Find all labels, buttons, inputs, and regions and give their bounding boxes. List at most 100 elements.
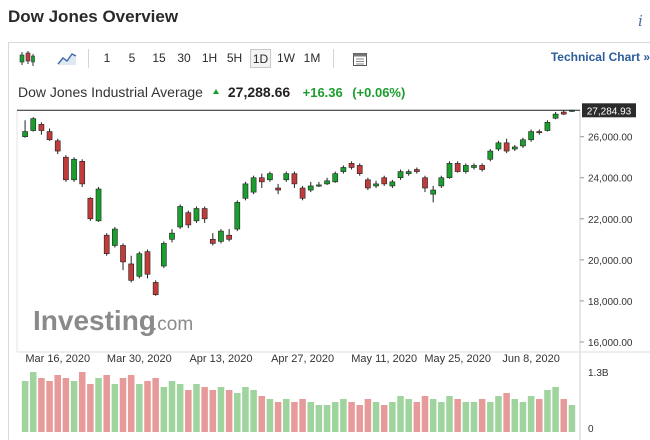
candle-body <box>144 251 151 275</box>
x-tick-label: Apr 13, 2020 <box>189 353 252 365</box>
volume-bar <box>421 396 429 432</box>
toolbar-divider <box>333 49 334 68</box>
candle-body <box>95 188 102 222</box>
candle-body <box>201 208 208 220</box>
candle-body <box>462 165 469 172</box>
volume-bar <box>511 399 519 432</box>
candle-body <box>267 173 273 181</box>
volume-bar <box>405 399 412 432</box>
candle-body <box>544 122 551 131</box>
volume-bar <box>185 390 192 432</box>
interval-1[interactable]: 1 <box>103 51 111 65</box>
candles <box>22 109 575 296</box>
candle-body <box>356 165 363 174</box>
x-tick-label: Apr 27, 2020 <box>271 353 334 365</box>
candle-body <box>193 208 200 222</box>
volume-bar <box>495 396 502 432</box>
quote-row: Dow Jones Industrial Average 27,288.66 +… <box>18 84 410 104</box>
volume-bar <box>176 384 184 432</box>
interval-5[interactable]: 5 <box>128 51 136 65</box>
candle-body <box>79 161 86 185</box>
volume-bar <box>323 405 331 432</box>
volume-bar <box>397 396 404 432</box>
volume-bar <box>225 390 233 432</box>
volume-bar <box>95 378 102 432</box>
volume-bar <box>519 402 527 432</box>
interval-1h[interactable]: 1H <box>201 51 218 65</box>
volume-bar <box>462 402 470 432</box>
interval-1w[interactable]: 1W <box>277 51 295 65</box>
candle-body <box>152 282 159 296</box>
volume-tick-label: 1.3B <box>588 368 609 379</box>
candle-body <box>38 124 45 131</box>
interval-15[interactable]: 15 <box>152 51 166 65</box>
candle-body <box>430 189 436 195</box>
volume-bar <box>209 390 217 432</box>
candle-body <box>226 234 232 240</box>
last-price: 27,288.66 <box>227 84 291 100</box>
interval-1d[interactable]: 1D <box>250 49 271 68</box>
candle-body <box>560 111 567 115</box>
interval-1m[interactable]: 1M <box>303 51 321 65</box>
volume-bar <box>299 399 306 432</box>
volume-bar <box>29 372 37 432</box>
volume-bar <box>568 405 576 432</box>
instrument-name: Dow Jones Industrial Average <box>18 84 203 100</box>
candle-body <box>209 239 216 244</box>
candle-body <box>454 163 461 172</box>
volume-bar <box>372 402 380 432</box>
volume-bar <box>389 402 396 432</box>
volume-bar <box>291 402 298 432</box>
candle-body <box>528 131 534 141</box>
volume-bar <box>478 399 486 432</box>
candle-body <box>348 163 355 168</box>
volume-bar <box>380 405 388 432</box>
interval-5h[interactable]: 5H <box>226 51 243 65</box>
candle-body <box>30 118 37 131</box>
candle-body <box>536 131 543 134</box>
volume-bar <box>266 399 274 432</box>
candlestick-icon[interactable] <box>16 49 38 68</box>
candle-body <box>177 206 183 228</box>
volume-bar <box>364 399 372 432</box>
candle-body <box>242 183 249 199</box>
volume-bar <box>536 399 543 432</box>
volume-bar <box>438 402 445 432</box>
volume-bar <box>242 387 249 432</box>
volume-bar <box>54 375 61 432</box>
technical-chart-label: Technical Chart <box>550 50 640 64</box>
volume-bar <box>144 381 151 432</box>
current-price-tag <box>582 103 636 118</box>
x-tick-label: Jun 8, 2020 <box>502 353 560 365</box>
calendar-icon[interactable] <box>351 49 369 68</box>
volume-bar <box>46 381 53 432</box>
candle-body <box>340 167 347 172</box>
volume-bar <box>487 402 494 432</box>
info-icon[interactable]: i <box>638 12 643 30</box>
volume-bar <box>560 399 568 432</box>
candle-body <box>552 113 559 119</box>
candle-body <box>520 139 526 147</box>
volume-bar <box>127 375 135 432</box>
candle-body <box>22 131 28 137</box>
candle-body <box>373 183 379 187</box>
volume-bar <box>160 387 168 432</box>
technical-chart-link[interactable]: Technical Chart » <box>551 50 650 64</box>
volume-bar <box>168 381 176 432</box>
candle-body <box>479 165 485 170</box>
y-tick-label: 22,000.00 <box>588 215 633 226</box>
chart-toolbar: 1 5 15 30 1H 5H 1D 1W 1M Technical Chart… <box>8 43 650 73</box>
line-chart-icon[interactable] <box>56 49 78 68</box>
volume-bar <box>38 378 45 432</box>
y-axis: 26,000.00 24,000.00 22,000.00 20,000.00 18,0… <box>580 133 633 349</box>
candle-body <box>414 169 420 172</box>
up-arrow-icon <box>213 88 220 94</box>
price-change-percent: (+0.06%) <box>352 85 406 100</box>
candle-body <box>324 180 330 185</box>
candle-body <box>487 150 494 160</box>
candle-body <box>46 131 53 141</box>
interval-30[interactable]: 30 <box>177 51 191 65</box>
candle-body <box>136 253 143 277</box>
volume-bar <box>217 387 225 432</box>
